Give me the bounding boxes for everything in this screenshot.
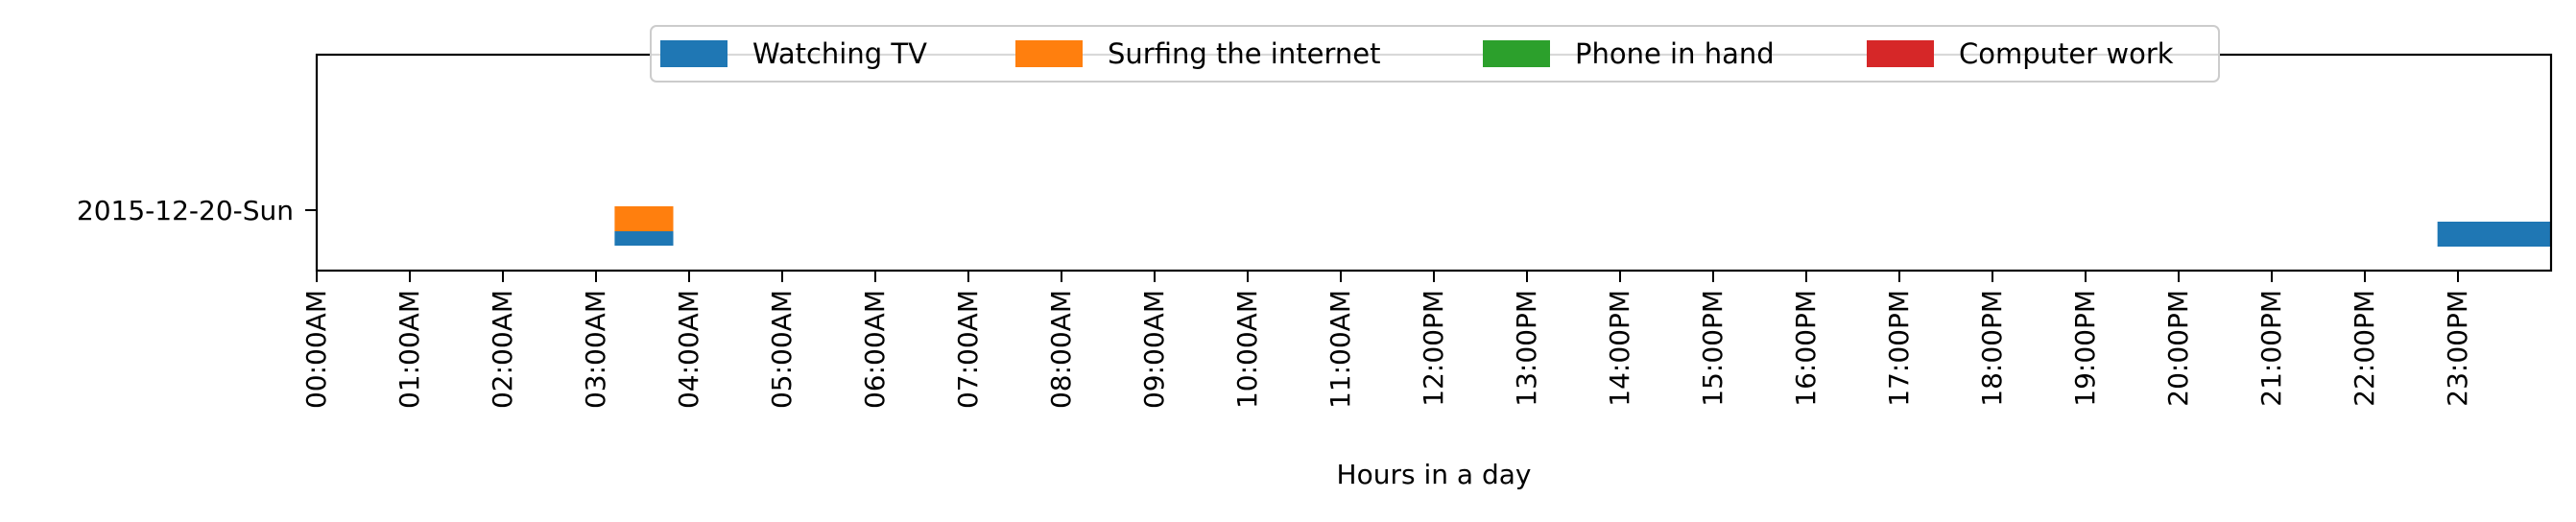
y-axis: 2015-12-20-Sun — [77, 195, 317, 226]
legend-box — [650, 25, 2220, 83]
x-tick-label: 12:00PM — [1418, 290, 1449, 407]
x-tick-label: 03:00AM — [580, 290, 611, 409]
legend-label: Computer work — [1959, 37, 2174, 70]
bars-layer — [614, 206, 2551, 247]
x-tick-label: 13:00PM — [1511, 290, 1542, 407]
bar-watching-tv-0 — [614, 231, 674, 246]
legend-swatch — [1483, 40, 1550, 67]
x-tick-label: 11:00AM — [1324, 290, 1356, 409]
x-tick-label: 17:00PM — [1883, 290, 1915, 407]
legend: Watching TV Surfing the internet Phone in … — [650, 25, 2220, 83]
x-axis: 00:00AM 01:00AM 02:00AM 03:00AM 04:00AM 05:00… — [300, 271, 2473, 409]
x-tick-label: 08:00AM — [1045, 290, 1077, 409]
bar-surfing-the-internet-0 — [614, 206, 674, 231]
legend-swatch — [1015, 40, 1083, 67]
x-tick-label: 21:00PM — [2255, 290, 2287, 407]
x-tick-label: 06:00AM — [859, 290, 891, 409]
legend-label: Surfing the internet — [1108, 37, 1380, 70]
y-tick-label: 2015-12-20-Sun — [77, 195, 294, 226]
x-tick-label: 00:00AM — [300, 290, 332, 409]
x-axis-label: Hours in a day — [1337, 459, 1532, 490]
bar-watching-tv-1 — [2437, 222, 2551, 247]
x-tick-label: 14:00PM — [1604, 290, 1635, 407]
x-tick-label: 04:00AM — [673, 290, 704, 409]
x-tick-label: 23:00PM — [2442, 290, 2473, 407]
x-tick-label: 09:00AM — [1138, 290, 1170, 409]
x-tick-label: 02:00AM — [487, 290, 518, 409]
x-tick-label: 05:00AM — [766, 290, 798, 409]
x-tick-label: 01:00AM — [394, 290, 425, 409]
legend-label: Phone in hand — [1575, 37, 1775, 70]
legend-swatch — [1867, 40, 1934, 67]
legend-label: Watching TV — [752, 37, 927, 70]
legend-swatch — [660, 40, 727, 67]
x-tick-label: 16:00PM — [1790, 290, 1822, 407]
x-tick-label: 22:00PM — [2349, 290, 2380, 407]
x-tick-label: 15:00PM — [1697, 290, 1729, 407]
x-tick-label: 07:00AM — [952, 290, 984, 409]
x-tick-label: 19:00PM — [2069, 290, 2101, 407]
x-tick-label: 10:00AM — [1231, 290, 1263, 409]
x-tick-label: 20:00PM — [2162, 290, 2194, 407]
x-tick-label: 18:00PM — [1976, 290, 2008, 407]
